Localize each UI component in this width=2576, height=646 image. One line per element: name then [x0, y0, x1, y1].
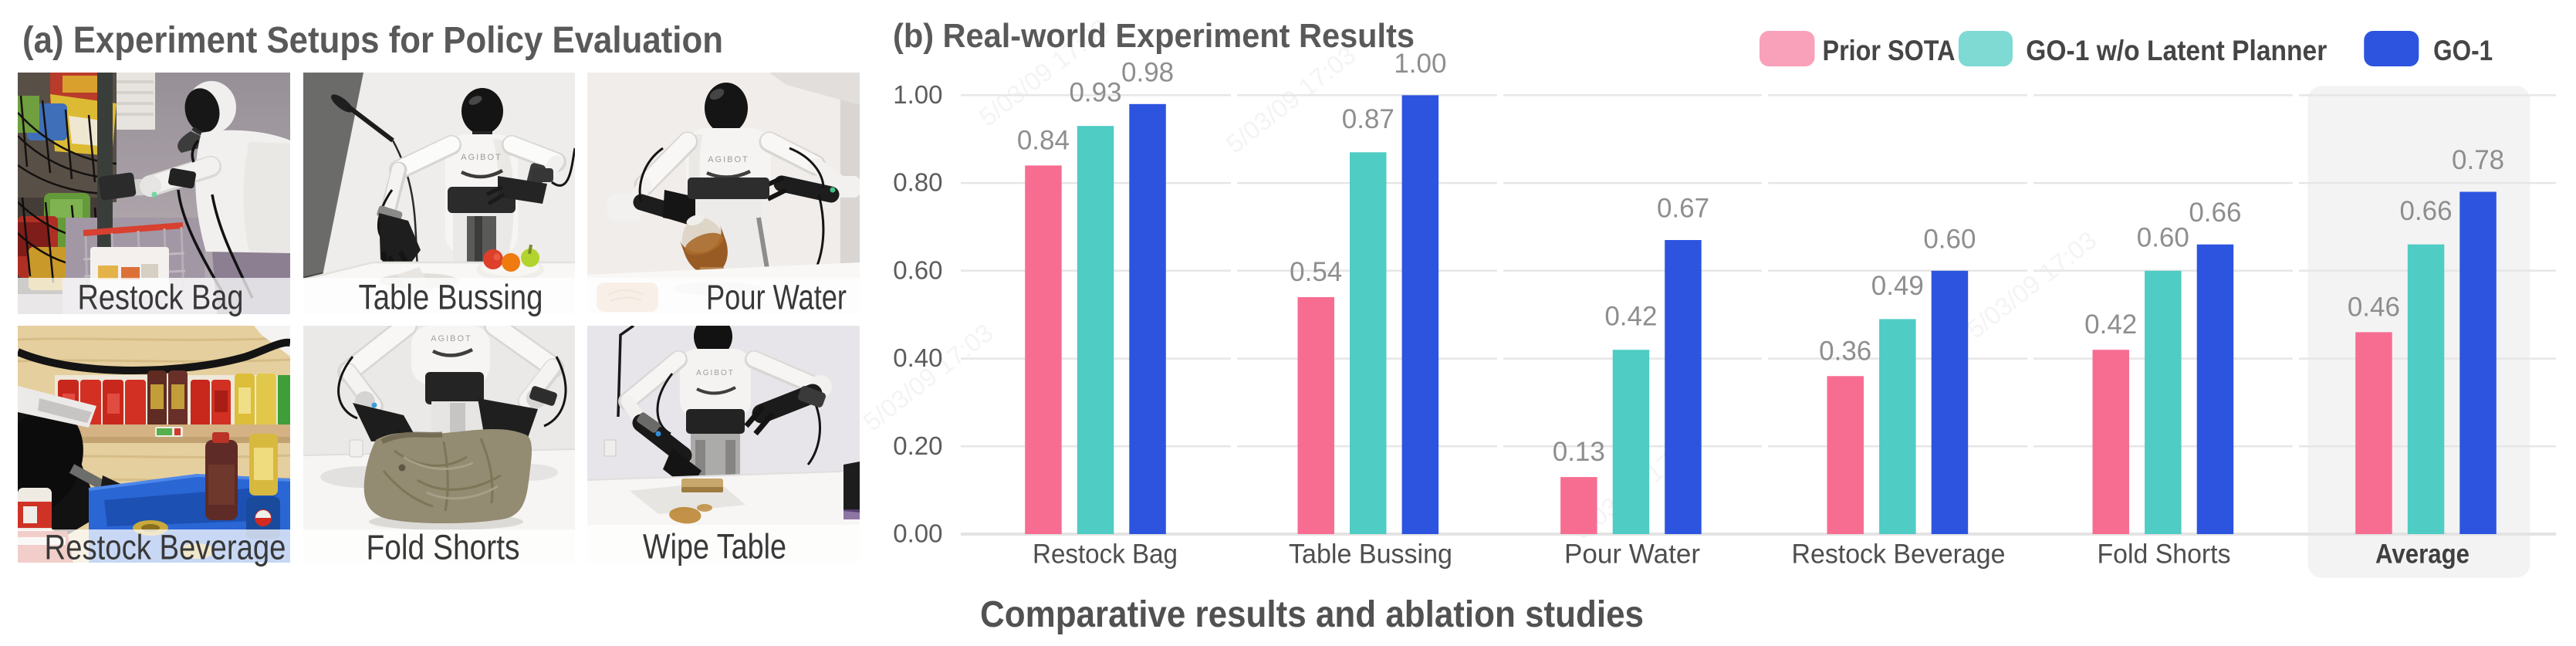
svg-text:0.00: 0.00 — [893, 519, 942, 548]
svg-text:0.67: 0.67 — [1657, 194, 1709, 224]
svg-text:0.87: 0.87 — [1342, 104, 1394, 134]
svg-text:0.93: 0.93 — [1069, 78, 1121, 108]
svg-text:0.49: 0.49 — [1871, 271, 1924, 301]
svg-text:0.78: 0.78 — [2452, 145, 2504, 175]
svg-text:Prior SOTA: Prior SOTA — [1823, 35, 1956, 66]
svg-text:0.66: 0.66 — [2189, 198, 2241, 228]
svg-text:Pour Water: Pour Water — [706, 278, 847, 317]
svg-text:GO-1: GO-1 — [2433, 35, 2493, 66]
svg-text:0.66: 0.66 — [2399, 196, 2452, 226]
svg-text:0.60: 0.60 — [893, 255, 942, 284]
svg-text:AGIBOT: AGIBOT — [431, 334, 472, 343]
svg-text:Pour Water: Pour Water — [1564, 539, 1700, 570]
svg-text:0.13: 0.13 — [1553, 437, 1605, 467]
svg-text:Fold Shorts: Fold Shorts — [367, 528, 520, 567]
svg-text:Restock Bag: Restock Bag — [78, 278, 244, 317]
svg-text:0.20: 0.20 — [893, 431, 942, 460]
svg-text:0.40: 0.40 — [893, 343, 942, 372]
svg-text:0.42: 0.42 — [2084, 309, 2137, 340]
svg-text:GO-1 w/o Latent Planner: GO-1 w/o Latent Planner — [2026, 35, 2327, 66]
svg-text:0.84: 0.84 — [1017, 125, 1070, 155]
svg-text:0.60: 0.60 — [2137, 222, 2189, 252]
svg-text:Comparative results and ablati: Comparative results and ablation studies — [980, 594, 1644, 635]
svg-text:Restock Bag: Restock Bag — [1033, 539, 1178, 570]
svg-text:Table Bussing: Table Bussing — [359, 278, 543, 317]
svg-text:0.98: 0.98 — [1121, 57, 1174, 87]
svg-text:0.42: 0.42 — [1604, 302, 1657, 332]
svg-text:(b) Real-world Experiment Resu: (b) Real-world Experiment Results — [893, 17, 1415, 55]
svg-text:AGIBOT: AGIBOT — [696, 369, 735, 377]
svg-text:0.60: 0.60 — [1923, 224, 1976, 254]
svg-text:0.36: 0.36 — [1819, 336, 1871, 366]
svg-text:1.00: 1.00 — [893, 80, 942, 109]
svg-text:Fold Shorts: Fold Shorts — [2098, 539, 2231, 570]
svg-text:0.46: 0.46 — [2348, 292, 2400, 322]
svg-text:0.80: 0.80 — [893, 168, 942, 197]
svg-text:AGIBOT: AGIBOT — [461, 153, 502, 162]
svg-text:Table Bussing: Table Bussing — [1289, 539, 1452, 570]
svg-text:Restock Beverage: Restock Beverage — [45, 528, 286, 567]
svg-text:(a) Experiment Setups for Poli: (a) Experiment Setups for Policy Evaluat… — [22, 20, 723, 61]
svg-text:1.00: 1.00 — [1394, 49, 1446, 79]
svg-text:Restock Beverage: Restock Beverage — [1792, 539, 2006, 570]
svg-text:Wipe Table: Wipe Table — [643, 527, 786, 567]
svg-text:0.54: 0.54 — [1290, 257, 1342, 287]
svg-text:Average: Average — [2375, 539, 2470, 570]
svg-text:AGIBOT: AGIBOT — [708, 155, 749, 164]
